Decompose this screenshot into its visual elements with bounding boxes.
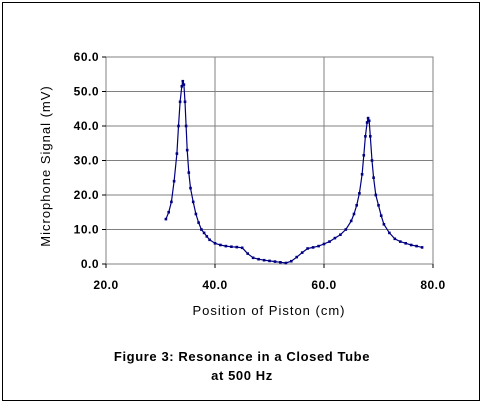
data-point xyxy=(205,235,209,238)
y-tick-label: 30.0 xyxy=(74,154,99,168)
data-point xyxy=(187,171,191,174)
series-layer xyxy=(164,79,424,265)
data-point xyxy=(328,240,331,243)
data-point xyxy=(175,152,179,155)
y-axis-title: Microphone Signal (mV) xyxy=(38,85,53,246)
data-point xyxy=(284,261,288,265)
data-point xyxy=(191,200,195,204)
data-point xyxy=(208,238,211,242)
data-point xyxy=(374,193,378,197)
x-tick-label: 20.0 xyxy=(93,278,118,292)
x-axis-title: Position of Piston (cm) xyxy=(192,303,345,318)
data-point xyxy=(177,124,180,128)
data-point xyxy=(388,231,391,235)
data-point xyxy=(197,221,200,224)
data-point xyxy=(200,228,203,231)
y-tick-label: 60.0 xyxy=(74,50,99,64)
y-tick-label: 0.0 xyxy=(81,257,99,271)
data-point xyxy=(240,246,244,250)
data-point xyxy=(362,154,366,157)
data-point xyxy=(352,212,356,216)
data-point xyxy=(306,247,309,250)
data-point xyxy=(182,83,186,86)
data-point xyxy=(230,245,233,248)
x-tick-label: 80.0 xyxy=(420,278,445,292)
data-point xyxy=(181,79,185,83)
data-point xyxy=(194,212,198,216)
data-point xyxy=(183,100,187,104)
figure-caption: Figure 3: Resonance in a Closed Tube at … xyxy=(0,347,484,385)
data-point xyxy=(355,204,358,207)
data-point xyxy=(300,251,304,254)
data-point xyxy=(185,148,189,152)
y-tick-label: 20.0 xyxy=(74,188,99,202)
data-point xyxy=(393,237,397,241)
data-point xyxy=(311,246,315,249)
data-point xyxy=(382,223,386,226)
y-tick-label: 50.0 xyxy=(74,85,99,99)
data-point xyxy=(213,242,217,245)
data-point xyxy=(251,256,255,260)
data-point xyxy=(377,204,380,207)
caption-line-2: at 500 Hz xyxy=(211,368,273,383)
data-point xyxy=(344,228,348,231)
data-point xyxy=(409,243,413,247)
data-point xyxy=(365,121,369,124)
data-point xyxy=(370,159,374,162)
data-point xyxy=(290,259,293,263)
data-point xyxy=(360,173,364,176)
data-point xyxy=(399,240,402,243)
data-point xyxy=(189,186,192,190)
data-point xyxy=(170,200,173,204)
data-point xyxy=(273,260,277,263)
data-point xyxy=(369,135,372,138)
axis-ticks: 0.0 10.0 20.0 30.0 40.0 50.0 60.0 20.0 40.0 60.0 8… xyxy=(74,50,446,292)
data-point xyxy=(202,231,206,235)
y-tick-label: 40.0 xyxy=(74,119,99,133)
data-point xyxy=(172,179,176,183)
data-point xyxy=(339,233,342,236)
data-point xyxy=(404,242,407,245)
data-point xyxy=(364,135,367,138)
data-point xyxy=(180,85,184,88)
data-point xyxy=(415,244,418,248)
data-point xyxy=(367,119,371,123)
caption-line-1: Figure 3: Resonance in a Closed Tube xyxy=(113,349,371,364)
data-point xyxy=(184,124,188,128)
data-point xyxy=(366,116,370,120)
data-point xyxy=(257,257,260,261)
data-point xyxy=(420,246,424,249)
data-point xyxy=(164,217,168,221)
data-point xyxy=(317,244,320,248)
data-point xyxy=(295,255,298,259)
data-point xyxy=(379,214,383,217)
data-point xyxy=(235,245,239,249)
data-point xyxy=(372,176,375,179)
data-point xyxy=(246,252,249,255)
data-point xyxy=(224,244,228,248)
x-tick-label: 60.0 xyxy=(311,278,336,292)
data-point xyxy=(333,236,337,240)
data-point xyxy=(349,219,353,223)
data-point xyxy=(279,261,282,264)
x-tick-label: 40.0 xyxy=(202,278,227,292)
data-point xyxy=(178,100,182,104)
data-point xyxy=(358,192,361,195)
data-point xyxy=(322,242,326,246)
y-tick-label: 10.0 xyxy=(74,223,99,237)
gridlines xyxy=(106,57,433,264)
data-point xyxy=(262,258,266,262)
data-point xyxy=(268,259,271,263)
data-point xyxy=(219,243,222,247)
data-point xyxy=(167,210,170,214)
